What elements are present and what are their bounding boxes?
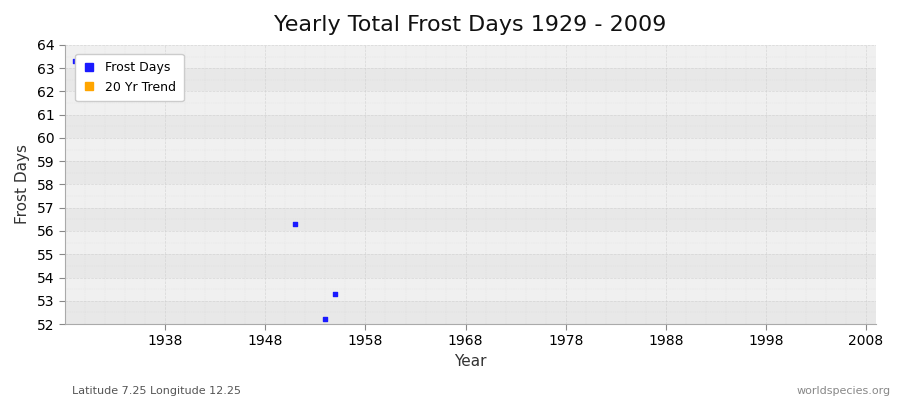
Point [68,58,82,64]
Text: worldspecies.org: worldspecies.org [796,386,891,396]
Title: Yearly Total Frost Days 1929 - 2009: Yearly Total Frost Days 1929 - 2009 [274,15,667,35]
Y-axis label: Frost Days: Frost Days [15,144,30,224]
Bar [65,184,876,208]
Bar [65,231,876,254]
Bar [65,208,876,231]
Bar [65,161,876,184]
Bar [65,278,876,301]
Bar [65,254,876,278]
Point [319,316,333,322]
Bar [65,45,876,68]
Legend: Frost Days, 20 Yr Trend: Frost Days, 20 Yr Trend [76,54,184,101]
Point [288,221,302,227]
Bar [65,301,876,324]
Text: Latitude 7.25 Longitude 12.25: Latitude 7.25 Longitude 12.25 [72,386,241,396]
Bar [65,138,876,161]
Bar [65,115,876,138]
Point [328,290,343,297]
Bar [65,68,876,92]
X-axis label: Year: Year [454,354,487,369]
Bar [65,92,876,115]
